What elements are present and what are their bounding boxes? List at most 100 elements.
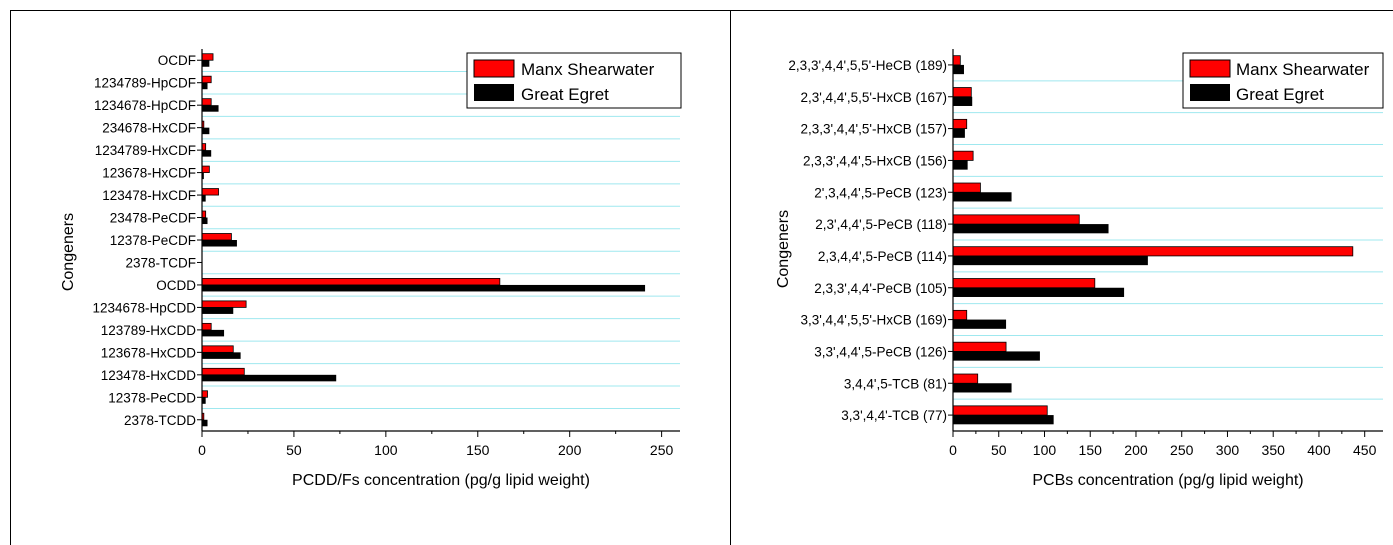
- category-label: 2,3,3',4,4',5'-HxCB (157): [800, 122, 947, 137]
- category-label: 2,3',4,4',5,5'-HxCB (167): [800, 90, 947, 105]
- bar-great-egret: [202, 150, 212, 157]
- bar-great-egret: [202, 172, 204, 180]
- x-tick-label: 450: [1353, 442, 1377, 458]
- bar-great-egret: [202, 329, 225, 337]
- bar-manx-shearwater: [952, 214, 1080, 225]
- category-label: 3,3',4,4',5,5'-HxCB (169): [800, 313, 947, 328]
- bar-great-egret: [953, 383, 1012, 393]
- axis-layer: [197, 49, 680, 437]
- category-label: 3,3',4,4',5-PeCB (126): [814, 344, 947, 359]
- x-tick-label: 250: [1170, 442, 1194, 458]
- x-tick-labels: 0 50 100 150 200 250 300 350 400 450: [949, 442, 1376, 458]
- bar-great-egret: [202, 105, 219, 112]
- bar-great-egret: [953, 255, 1148, 266]
- legend-label-manx-shearwater: Manx Shearwater: [1236, 60, 1370, 79]
- bar-great-egret: [202, 195, 206, 202]
- legend-label-great-egret: Great Egret: [521, 85, 609, 104]
- bar-great-egret: [202, 352, 241, 359]
- bar-manx-shearwater: [201, 278, 501, 286]
- legend: Manx Shearwater Great Egret: [1182, 52, 1384, 109]
- category-label: 234678-HxCDF: [102, 121, 196, 136]
- bar-great-egret: [202, 397, 206, 404]
- category-label: 2,3,3',4,4',5,5'-HeCB (189): [788, 58, 947, 73]
- x-tick-label: 200: [558, 442, 582, 458]
- legend-swatch-great-egret: [474, 84, 514, 101]
- x-tick-label: 50: [286, 442, 302, 458]
- x-tick-label: 100: [1033, 442, 1057, 458]
- bar-great-egret: [202, 419, 208, 427]
- category-label: 2,3',4,4',5-PeCB (118): [815, 217, 947, 232]
- category-label: 2,3,3',4,4',5-HxCB (156): [803, 153, 947, 168]
- x-tick-label: 200: [1124, 442, 1148, 458]
- category-label: 1234789-HpCDF: [94, 76, 196, 91]
- bar-manx-shearwater: [201, 390, 208, 398]
- legend-swatch-manx-shearwater: [1189, 59, 1231, 78]
- figure-border: [10, 10, 1393, 545]
- category-label: OCDD: [156, 278, 196, 293]
- grid-layer: [202, 70, 680, 410]
- y-axis-label: Congeners: [775, 210, 792, 288]
- axis-layer: [948, 49, 1383, 437]
- bar-manx-shearwater: [952, 278, 1096, 289]
- category-label: 2,3,4,4',5-PeCB (114): [818, 249, 947, 264]
- bar-manx-shearwater: [952, 309, 968, 320]
- legend-label-manx-shearwater: Manx Shearwater: [521, 60, 655, 79]
- bar-manx-shearwater: [201, 345, 234, 353]
- bar-great-egret: [953, 192, 1012, 202]
- bar-great-egret: [953, 160, 968, 170]
- bar-manx-shearwater: [201, 53, 214, 61]
- bar-great-egret: [202, 82, 208, 90]
- bar-great-egret: [202, 307, 234, 314]
- bar-manx-shearwater: [952, 118, 968, 129]
- pcb-chart: 2,3,3',4,4',5,5'-HeCB (189) 2,3',4,4',5,5…: [775, 49, 1384, 489]
- category-label: 1234789-HxCDF: [95, 143, 196, 158]
- bar-great-egret: [953, 287, 1125, 297]
- bars-layer: [952, 55, 1354, 425]
- bar-manx-shearwater: [952, 246, 1354, 257]
- category-label: OCDF: [158, 53, 196, 68]
- bar-manx-shearwater: [201, 322, 212, 331]
- bar-great-egret: [953, 351, 1040, 361]
- category-label: 123478-HxCDF: [102, 188, 196, 203]
- bar-great-egret: [953, 64, 964, 75]
- category-label: 123478-HxCDD: [101, 368, 197, 383]
- category-label: 2',3,4,4',5-PeCB (123): [814, 185, 947, 200]
- bar-great-egret: [953, 415, 1054, 425]
- category-label: 3,4,4',5-TCB (81): [844, 376, 947, 391]
- category-label: 2378-TCDD: [124, 413, 196, 428]
- category-label: 1234678-HpCDF: [94, 98, 196, 113]
- bar-great-egret: [202, 374, 337, 382]
- x-tick-label: 150: [466, 442, 490, 458]
- x-tick-label: 350: [1262, 442, 1286, 458]
- bar-manx-shearwater: [952, 87, 972, 98]
- bar-manx-shearwater: [201, 98, 212, 106]
- bar-great-egret: [202, 240, 237, 247]
- bar-great-egret: [202, 284, 646, 292]
- category-label: 3,3',4,4'-TCB (77): [841, 408, 947, 423]
- bar-manx-shearwater: [201, 75, 212, 84]
- legend-label-great-egret: Great Egret: [1236, 85, 1324, 104]
- bar-great-egret: [202, 127, 210, 135]
- x-axis-label: PCBs concentration (pg/g lipid weight): [1032, 472, 1303, 489]
- legend-swatch-manx-shearwater: [473, 59, 515, 78]
- category-label: 1234678-HpCDD: [92, 300, 196, 315]
- x-tick-labels: 0 50 100 150 200 250: [198, 442, 673, 458]
- x-axis-label: PCDD/Fs concentration (pg/g lipid weight…: [292, 472, 590, 489]
- x-tick-label: 150: [1079, 442, 1103, 458]
- category-label: 12378-PeCDF: [110, 233, 196, 248]
- bar-manx-shearwater: [201, 300, 247, 308]
- bar-great-egret: [953, 128, 965, 138]
- bars-layer: [201, 53, 646, 427]
- category-labels: 2,3,3',4,4',5,5'-HeCB (189) 2,3',4,4',5,5…: [788, 58, 947, 423]
- legend: Manx Shearwater Great Egret: [466, 52, 682, 109]
- category-label: 2378-TCDF: [125, 255, 196, 270]
- bar-manx-shearwater: [201, 233, 232, 241]
- legend-swatch-great-egret: [1190, 84, 1230, 101]
- bar-manx-shearwater: [952, 55, 961, 66]
- bar-great-egret: [202, 60, 210, 67]
- bar-manx-shearwater: [201, 367, 245, 376]
- category-label: 23478-PeCDF: [110, 211, 196, 226]
- bar-manx-shearwater: [952, 405, 1048, 416]
- x-tick-label: 250: [650, 442, 674, 458]
